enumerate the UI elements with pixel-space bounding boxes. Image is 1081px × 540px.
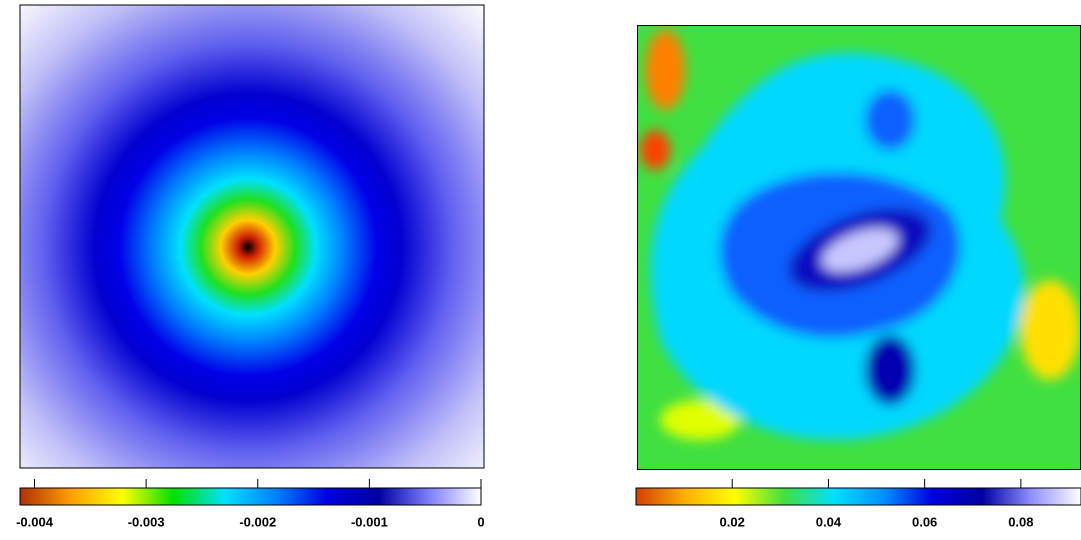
- colorbar: [635, 487, 1081, 506]
- tick-label: 0.04: [816, 514, 842, 529]
- tick-label: -0.003: [128, 514, 165, 529]
- tick-label: 0: [477, 514, 484, 529]
- tick-label: 0.02: [720, 514, 745, 529]
- tick-label: -0.004: [16, 514, 54, 529]
- tick-label: 0.08: [1008, 514, 1033, 529]
- tick-label: 0.06: [912, 514, 937, 529]
- tick-label: -0.001: [351, 514, 388, 529]
- left-map: [19, 4, 485, 469]
- right-map: [637, 25, 1081, 470]
- tick-label: -0.002: [239, 514, 276, 529]
- colorbar: [19, 487, 482, 506]
